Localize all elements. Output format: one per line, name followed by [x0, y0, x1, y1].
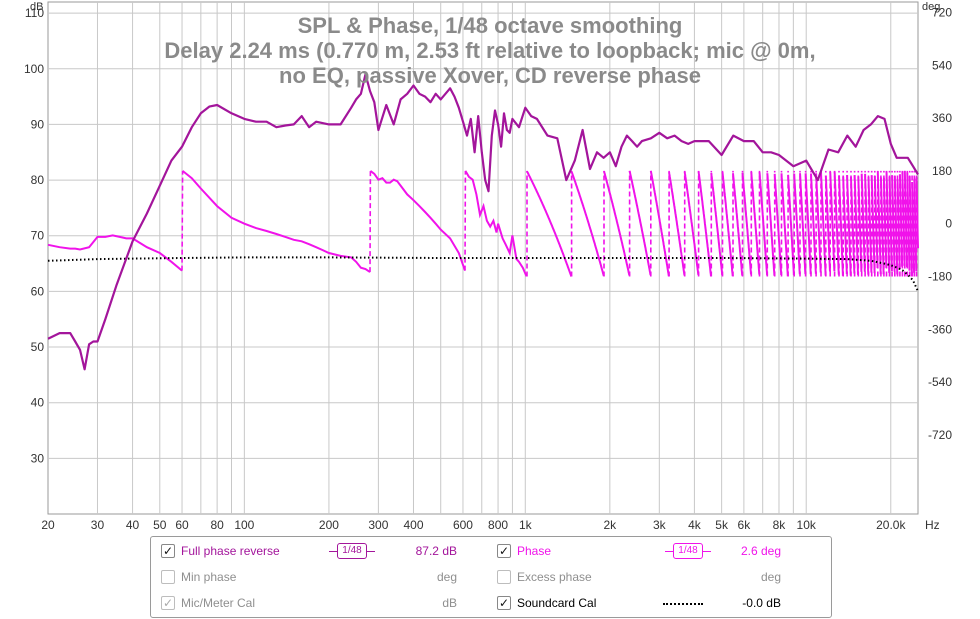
min-phase-value: deg — [436, 570, 457, 584]
y-left-tick-label: 50 — [31, 340, 45, 354]
y-right-tick-label: 540 — [932, 58, 952, 72]
soundcard-cal-value: -0.0 dB — [742, 596, 781, 610]
y-left-tick-label: 80 — [31, 173, 45, 187]
full-phase-reverse-label: Full phase reverse — [181, 544, 280, 558]
x-tick-label: 1k — [519, 518, 533, 532]
phase-smoothing[interactable]: 1/48 — [665, 543, 711, 559]
y-left-tick-label: 110 — [25, 6, 44, 20]
y-right-tick-label: 0 — [945, 217, 952, 231]
x-tick-label: 300 — [368, 518, 388, 532]
y-left-tick-label: 90 — [31, 117, 45, 131]
mic-meter-cal-value: dB — [442, 596, 457, 610]
chart-title: SPL & Phase, 1/48 octave smoothing Delay… — [164, 13, 815, 88]
y-left-tick-label: 70 — [31, 229, 45, 243]
x-tick-label: 80 — [210, 518, 224, 532]
legend-item-soundcard-cal: ✓ Soundcard Cal -0.0 dB — [497, 593, 817, 613]
title-line-1: SPL & Phase, 1/48 octave smoothing — [298, 13, 683, 38]
y-right-tick-label: -360 — [928, 322, 952, 336]
x-tick-label: 4k — [688, 518, 702, 532]
excess-phase-value: deg — [760, 570, 781, 584]
x-tick-label: 200 — [319, 518, 339, 532]
x-tick-label: 600 — [453, 518, 473, 532]
phase-value: 2.6 deg — [740, 544, 781, 558]
legend-item-min-phase: Min phase deg — [161, 567, 481, 587]
y-right-tick-labels: -720 -540 -360 -180 0 180 360 540 720 — [928, 6, 952, 442]
y-right-tick-label: -720 — [928, 428, 952, 442]
phase-wrap-lines — [181, 170, 918, 277]
full-phase-reverse-checkbox[interactable]: ✓ — [161, 544, 175, 558]
y-left-tick-label: 40 — [31, 396, 45, 410]
y-left-tick-label: 60 — [31, 284, 45, 298]
excess-phase-checkbox[interactable] — [497, 570, 511, 584]
full-phase-reverse-line — [47, 73, 919, 371]
y-right-tick-label: 180 — [932, 164, 952, 178]
mic-meter-cal-checkbox[interactable]: ✓ — [161, 596, 175, 610]
y-left-unit: dB — [30, 1, 43, 13]
phase-checkbox[interactable]: ✓ — [497, 544, 511, 558]
excess-phase-label: Excess phase — [517, 570, 592, 584]
y-right-tick-label: 360 — [932, 111, 952, 125]
min-phase-label: Min phase — [181, 570, 237, 584]
y-left-tick-labels: 30 40 50 60 70 80 90 100 110 — [24, 6, 44, 465]
spl-phase-chart: 30 40 50 60 70 80 90 100 110 -720 -540 -360 -180 0 18… — [24, 1, 952, 532]
mic-meter-cal-label: Mic/Meter Cal — [181, 596, 256, 610]
y-right-unit: deg — [922, 1, 940, 13]
series-lines — [47, 73, 919, 371]
x-tick-label: 100 — [234, 518, 254, 532]
x-tick-label: 10k — [797, 518, 817, 532]
x-tick-label: 60 — [175, 518, 189, 532]
plot-frame — [47, 1, 919, 515]
x-tick-label: 50 — [153, 518, 167, 532]
x-tick-label: 400 — [403, 518, 423, 532]
x-tick-label: 30 — [91, 518, 105, 532]
soundcard-cal-line — [47, 256, 919, 292]
legend-item-excess-phase: Excess phase deg — [497, 567, 817, 587]
grid-lines — [47, 1, 919, 515]
x-tick-label: 2k — [604, 518, 618, 532]
x-tick-label: 20 — [41, 518, 55, 532]
legend-item-mic-meter-cal: ✓ Mic/Meter Cal dB — [161, 593, 481, 613]
title-line-2: Delay 2.24 ms (0.770 m, 2.53 ft relative… — [164, 38, 815, 63]
y-left-tick-label: 30 — [31, 451, 45, 465]
phase-label: Phase — [517, 544, 552, 558]
x-tick-label: 40 — [126, 518, 140, 532]
phase-line — [47, 170, 919, 277]
full-phase-reverse-smoothing[interactable]: 1/48 — [329, 543, 375, 559]
y-left-tick-label: 100 — [24, 62, 44, 76]
x-tick-label: 20.0k — [876, 518, 906, 532]
y-right-tick-label: 720 — [932, 6, 952, 20]
y-right-tick-label: -540 — [928, 375, 952, 389]
title-line-3: no EQ, passive Xover, CD reverse phase — [279, 63, 701, 88]
y-right-tick-label: -180 — [928, 269, 952, 283]
legend-panel: ✓ Full phase reverse 1/48 87.2 dB ✓ Phas… — [150, 536, 832, 618]
x-tick-label: 800 — [488, 518, 508, 532]
full-phase-reverse-value: 87.2 dB — [415, 544, 457, 558]
x-unit: Hz — [925, 518, 940, 532]
x-tick-labels: 20 30 40 50 60 80 100 200 300 400 600 800 1k 2k 3k 4k 5k… — [41, 518, 906, 532]
legend-item-full-phase-reverse: ✓ Full phase reverse 1/48 87.2 dB — [161, 541, 481, 561]
legend-item-phase: ✓ Phase 1/48 2.6 deg — [497, 541, 817, 561]
x-tick-label: 5k — [715, 518, 729, 532]
x-tick-label: 6k — [738, 518, 752, 532]
x-tick-label: 3k — [653, 518, 667, 532]
soundcard-cal-label: Soundcard Cal — [517, 596, 597, 610]
min-phase-checkbox[interactable] — [161, 570, 175, 584]
soundcard-cal-line-sample — [663, 603, 703, 605]
x-tick-label: 8k — [773, 518, 787, 532]
soundcard-cal-checkbox[interactable]: ✓ — [497, 596, 511, 610]
